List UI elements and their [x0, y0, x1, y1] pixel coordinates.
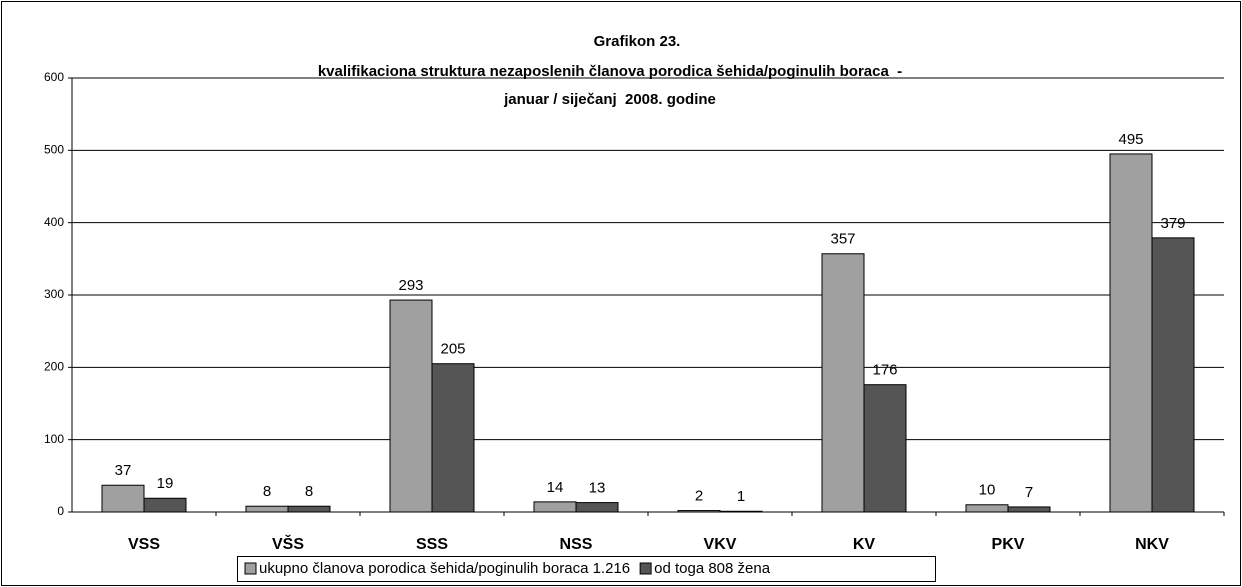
x-tick-label: VKV — [704, 536, 737, 553]
bar — [575, 502, 619, 513]
legend-swatch — [639, 562, 652, 575]
value-label: 495 — [1118, 131, 1143, 148]
y-tick-label: 200 — [44, 360, 64, 374]
value-label: 176 — [872, 362, 897, 379]
bar — [965, 504, 1009, 513]
legend-label: ukupno članova porodica šehida/poginulih… — [259, 560, 630, 577]
x-tick-label: VŠS — [272, 534, 304, 553]
value-label: 13 — [589, 480, 606, 497]
bar — [1007, 506, 1051, 513]
bar — [287, 505, 331, 513]
value-label: 205 — [440, 341, 465, 358]
y-tick-label: 0 — [57, 504, 64, 518]
value-label: 19 — [157, 475, 174, 492]
value-label: 2 — [695, 488, 703, 505]
chart-title: januar / siječanj 2008. godine — [503, 91, 716, 108]
value-label: 1 — [737, 488, 745, 505]
bar — [143, 497, 187, 513]
x-tick-label: PKV — [992, 536, 1025, 553]
value-label: 357 — [830, 231, 855, 248]
value-label: 37 — [115, 462, 132, 479]
value-label: 7 — [1025, 484, 1033, 501]
x-tick-label: VSS — [128, 536, 160, 553]
bar — [1109, 153, 1153, 513]
bar — [101, 484, 145, 513]
y-tick-label: 400 — [44, 215, 64, 229]
x-tick-label: SSS — [416, 536, 448, 553]
x-tick-label: NKV — [1135, 536, 1169, 553]
y-tick-label: 500 — [44, 143, 64, 157]
legend-swatch — [244, 562, 257, 575]
y-tick-label: 300 — [44, 287, 64, 301]
bar — [1151, 237, 1195, 513]
bar — [677, 510, 721, 513]
bar — [719, 510, 763, 513]
value-label: 379 — [1160, 215, 1185, 232]
value-label: 14 — [547, 479, 564, 496]
legend-label: od toga 808 žena — [654, 560, 771, 577]
value-label: 10 — [979, 482, 996, 499]
value-label: 8 — [305, 483, 313, 500]
legend-box — [237, 556, 936, 582]
y-tick-label: 100 — [44, 432, 64, 446]
value-label: 293 — [398, 277, 423, 294]
chart-title: kvalifikaciona struktura nezaposlenih čl… — [318, 63, 902, 80]
bar — [245, 505, 289, 513]
value-label: 8 — [263, 483, 271, 500]
bar — [863, 384, 907, 513]
x-tick-label: KV — [853, 536, 876, 553]
bar — [389, 299, 433, 513]
chart-title: Grafikon 23. — [594, 33, 681, 50]
bar — [533, 501, 577, 513]
x-tick-label: NSS — [560, 536, 593, 553]
bar — [431, 363, 475, 513]
bar — [821, 253, 865, 513]
y-tick-label: 600 — [44, 70, 64, 84]
